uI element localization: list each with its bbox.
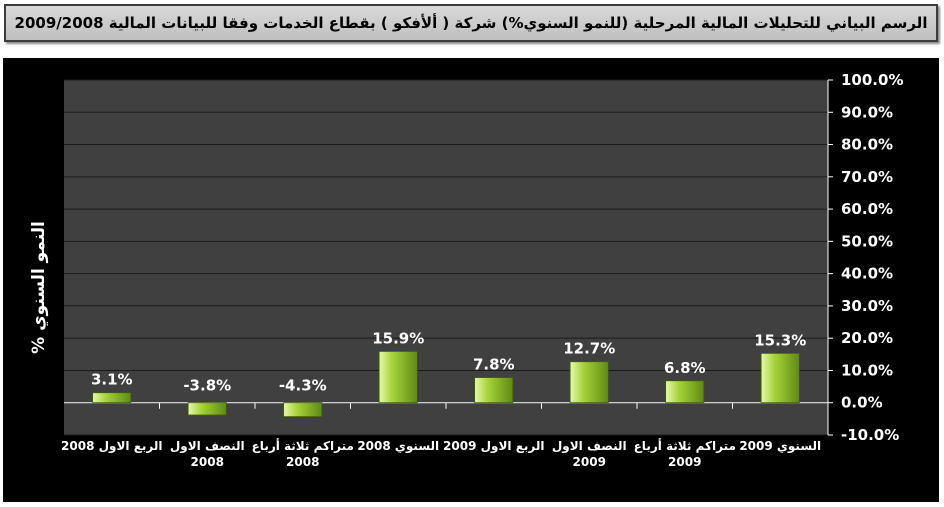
y-tick-label: 30.0% [841,297,893,315]
y-tick-label: 20.0% [841,329,893,347]
plot-area [64,80,828,435]
x-tick-label: 2009 الربع الاول [443,439,544,454]
y-tick-label: 100.0% [841,71,903,89]
y-tick-label: 80.0% [841,136,893,154]
x-tick-label: النصف الاول [170,439,245,454]
y-axis-title: % النمو السنوي [29,221,49,354]
data-label: -4.3% [279,377,327,395]
data-label: 15.3% [754,331,806,349]
bar-chart: 100.0% 90.0% 80.0% 70.0% 60.0% 50.0% 40.0% 30.0… [29,71,903,469]
x-tick-label: متراكم ثلاثة أرباع [252,438,354,453]
y-tick-label: -10.0% [841,426,899,444]
y-tick-label: 60.0% [841,200,893,218]
bar [187,402,227,416]
x-tick-label: 2008 [191,455,224,469]
x-tick-label: النصف الاول [552,439,627,454]
bar [760,352,800,404]
data-label: 15.9% [372,329,424,347]
bar [665,380,705,404]
x-tick-label: متراكم ثلاثة أرباع [634,438,736,453]
data-label: 6.8% [664,359,706,377]
bar [569,361,609,404]
y-tick-label: 40.0% [841,265,893,283]
x-tick-label: 2008 [286,455,319,469]
bar [283,402,323,418]
chart-title-box: الرسم البياني للتحليلات المالية المرحلية… [4,4,938,42]
bar [92,392,132,404]
chart-title: الرسم البياني للتحليلات المالية المرحلية… [14,14,928,32]
bar [378,351,418,404]
data-label: 3.1% [91,371,133,389]
data-label: 12.7% [563,340,615,358]
data-label: 7.8% [473,356,515,374]
y-tick-label: 70.0% [841,168,893,186]
y-tick-label: 90.0% [841,103,893,121]
x-tick-label: السنوي 2009 [739,439,821,454]
x-tick-label: 2009 [668,455,701,469]
y-tick-label: 10.0% [841,361,893,379]
x-tick-label: 2008 الربع الاول [61,439,162,454]
data-label: -3.8% [183,377,231,395]
bar [474,377,514,404]
y-tick-label: 50.0% [841,232,893,250]
x-tick-label: السنوي 2008 [357,439,439,454]
y-tick-label: 0.0% [841,394,883,412]
x-tick-label: 2009 [573,455,606,469]
chart-panel: 100.0% 90.0% 80.0% 70.0% 60.0% 50.0% 40.0% 30.0… [3,58,939,502]
